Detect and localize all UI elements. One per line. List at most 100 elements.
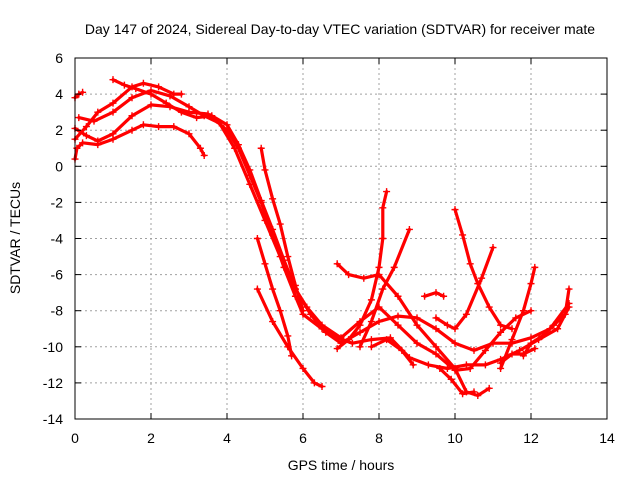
data-point-marker [269, 225, 277, 233]
series-sat-l [356, 225, 413, 351]
data-point-marker [508, 336, 516, 344]
data-point-marker [451, 206, 459, 214]
data-point-marker [508, 350, 516, 358]
data-point-marker [303, 303, 311, 311]
data-point-marker [132, 85, 140, 93]
data-point-marker [432, 325, 440, 333]
data-point-marker [280, 256, 288, 264]
data-point-marker [246, 166, 254, 174]
data-point-marker [128, 126, 136, 134]
series-trace [73, 123, 206, 161]
data-point-marker [459, 231, 467, 239]
data-point-marker [333, 345, 341, 353]
data-point-marker [253, 235, 261, 242]
data-point-marker [432, 289, 440, 297]
series-trace [434, 245, 495, 331]
series-sat-a [71, 88, 87, 102]
data-point-marker [360, 274, 368, 282]
data-point-marker [79, 88, 87, 96]
data-point-marker [565, 285, 573, 293]
series-sat-m [367, 336, 417, 369]
data-point-marker [231, 144, 239, 152]
data-point-marker [193, 114, 201, 122]
data-point-marker [75, 114, 83, 122]
data-point-marker [379, 285, 387, 293]
y-tick-label: -12 [43, 375, 63, 391]
data-point-marker [421, 292, 429, 300]
data-point-marker [440, 292, 448, 300]
data-point-marker [432, 314, 440, 322]
y-tick-label: 2 [55, 122, 63, 138]
data-point-marker [128, 94, 136, 102]
data-point-marker [375, 318, 383, 326]
data-point-marker [356, 343, 364, 351]
data-point-marker [291, 281, 299, 289]
data-point-marker [383, 188, 391, 196]
data-point-marker [409, 361, 417, 369]
data-point-marker [485, 384, 493, 392]
data-point-marker [170, 90, 178, 98]
data-point-marker [261, 166, 269, 174]
data-point-marker [257, 197, 265, 205]
series-sat-o [436, 364, 478, 398]
data-point-marker [451, 339, 459, 347]
data-point-marker [379, 204, 387, 212]
data-point-marker [508, 325, 516, 333]
data-point-marker [276, 220, 284, 228]
data-point-marker [466, 260, 474, 268]
data-point-marker [554, 325, 562, 333]
data-point-marker [447, 375, 455, 383]
series-trace [521, 287, 571, 358]
data-point-marker [200, 151, 208, 159]
data-point-marker [386, 334, 394, 342]
x-tick-label: 14 [599, 430, 615, 446]
data-point-marker [459, 390, 467, 398]
data-point-marker [208, 112, 216, 120]
data-point-marker [185, 130, 193, 138]
data-point-marker [367, 343, 375, 351]
data-point-marker [405, 225, 413, 233]
data-point-marker [367, 296, 375, 304]
data-point-marker [82, 132, 90, 140]
x-tick-label: 0 [71, 430, 79, 446]
series-sat-g [257, 144, 307, 315]
data-point-marker [497, 328, 505, 336]
x-tick-label: 12 [523, 430, 539, 446]
y-tick-label: 4 [55, 86, 63, 102]
data-point-marker [269, 318, 277, 326]
data-point-marker [413, 321, 421, 329]
data-point-marker [177, 108, 185, 116]
series-sat-b [71, 121, 208, 163]
data-point-marker [470, 346, 478, 354]
data-point-marker [261, 260, 269, 268]
series-trace [499, 347, 537, 365]
data-point-marker [109, 130, 117, 138]
data-point-marker [394, 292, 402, 300]
data-point-marker [451, 364, 459, 372]
data-point-marker [94, 137, 102, 145]
data-point-marker [322, 328, 330, 336]
y-tick-label: -6 [51, 267, 64, 283]
data-point-marker [485, 303, 493, 311]
data-point-marker [436, 364, 444, 372]
data-point-marker [155, 83, 163, 91]
data-point-marker [234, 141, 242, 149]
data-point-marker [318, 321, 326, 329]
series-trace [369, 338, 415, 367]
y-tick-label: -4 [51, 231, 64, 247]
data-point-marker [284, 253, 292, 261]
data-point-marker [299, 307, 307, 315]
data-point-marker [109, 99, 117, 107]
data-point-marker [139, 79, 147, 87]
series-sat-n [421, 289, 448, 300]
data-series [71, 76, 573, 400]
data-point-marker [367, 318, 375, 326]
data-point-marker [269, 285, 277, 293]
data-point-marker [147, 90, 155, 98]
data-point-marker [527, 280, 535, 288]
data-point-marker [367, 336, 375, 344]
data-point-marker [474, 280, 482, 288]
data-point-marker [462, 310, 470, 318]
